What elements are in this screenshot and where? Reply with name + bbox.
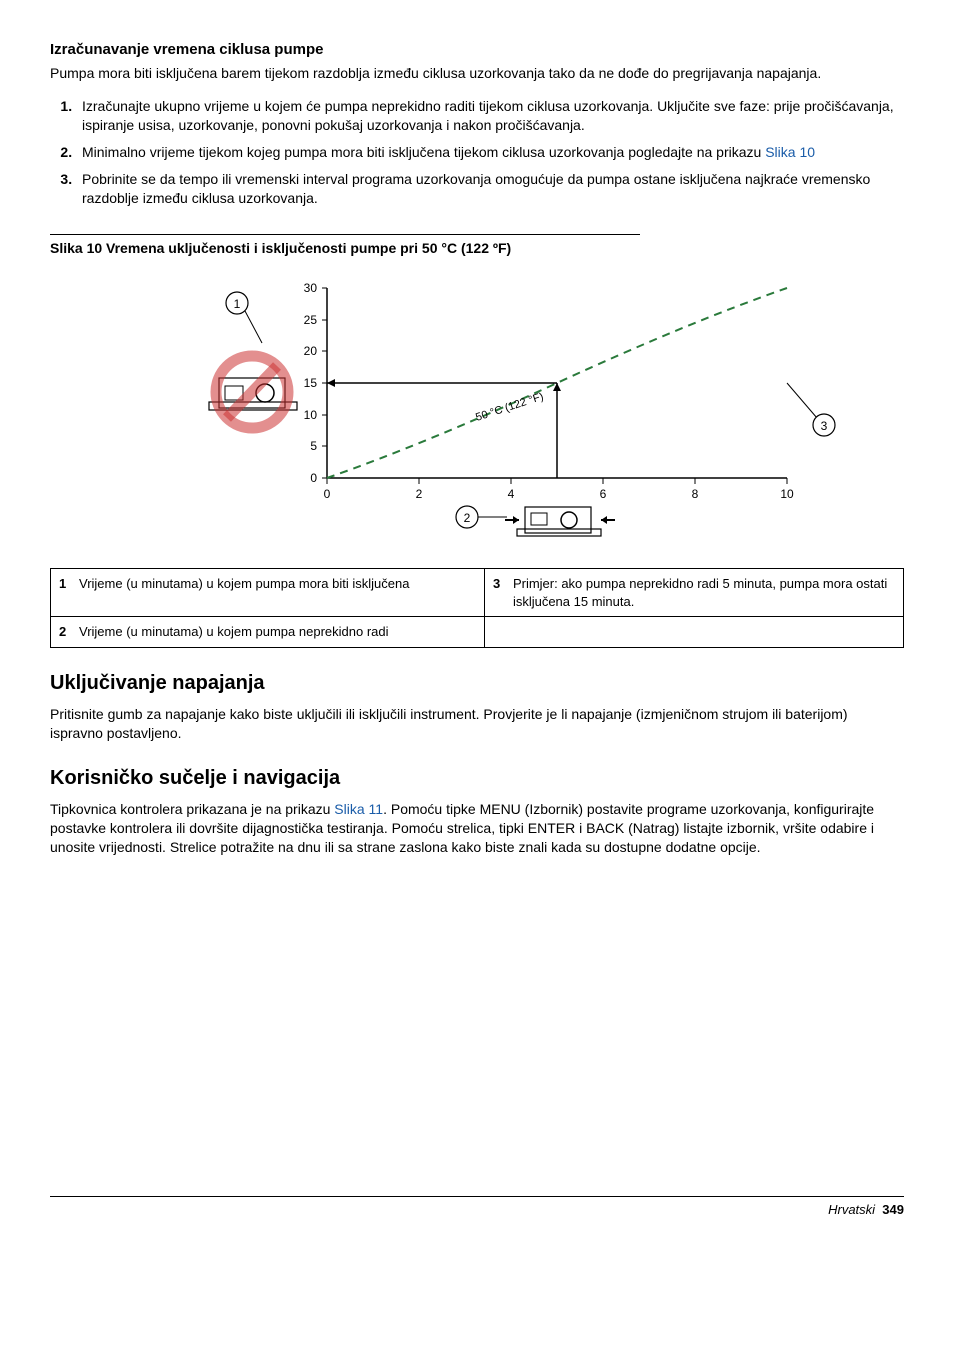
step-3: Pobrinite se da tempo ili vremenski inte…: [76, 170, 904, 208]
svg-text:0: 0: [310, 471, 317, 485]
svg-text:30: 30: [304, 281, 318, 295]
footer-lang: Hrvatski: [828, 1202, 875, 1217]
svg-text:3: 3: [821, 419, 828, 433]
legend-3-text: Primjer: ako pumpa neprekidno radi 5 min…: [509, 569, 904, 617]
svg-text:25: 25: [304, 313, 318, 327]
svg-text:8: 8: [692, 487, 699, 501]
section3-body-pre: Tipkovnica kontrolera prikazana je na pr…: [50, 801, 334, 817]
svg-text:4: 4: [508, 487, 515, 501]
figure10-legend: 1 Vrijeme (u minutama) u kojem pumpa mor…: [50, 568, 904, 648]
svg-text:50 °C (122 °F): 50 °C (122 °F): [474, 391, 545, 424]
link-slika-10[interactable]: Slika 10: [765, 144, 815, 160]
chart-svg: 0 5 10 15 20 25 30 0 2 4 6 8 10 50 °C (1…: [117, 273, 837, 553]
legend-empty-num: [484, 617, 509, 648]
figure10-caption: Slika 10 Vremena uključenosti i isključe…: [50, 234, 640, 258]
svg-text:6: 6: [600, 487, 607, 501]
section3-body: Tipkovnica kontrolera prikazana je na pr…: [50, 800, 904, 857]
svg-text:2: 2: [464, 511, 471, 525]
footer-page: 349: [882, 1202, 904, 1217]
step-1: Izračunajte ukupno vrijeme u kojem će pu…: [76, 97, 904, 135]
svg-text:10: 10: [304, 408, 318, 422]
step-2-text: Minimalno vrijeme tijekom kojeg pumpa mo…: [82, 144, 765, 160]
section2-title: Uključivanje napajanja: [50, 670, 904, 697]
legend-2-num: 2: [51, 617, 76, 648]
legend-1-text: Vrijeme (u minutama) u kojem pumpa mora …: [75, 569, 484, 617]
svg-text:0: 0: [324, 487, 331, 501]
svg-text:5: 5: [310, 439, 317, 453]
legend-3-num: 3: [484, 569, 509, 617]
section3-title: Korisničko sučelje i navigacija: [50, 765, 904, 792]
page-footer: Hrvatski 349: [50, 1196, 904, 1219]
legend-2-text: Vrijeme (u minutama) u kojem pumpa nepre…: [75, 617, 484, 648]
figure10-chart: 0 5 10 15 20 25 30 0 2 4 6 8 10 50 °C (1…: [50, 273, 904, 558]
legend-empty-text: [509, 617, 904, 648]
svg-text:10: 10: [780, 487, 794, 501]
legend-1-num: 1: [51, 569, 76, 617]
step-2: Minimalno vrijeme tijekom kojeg pumpa mo…: [76, 143, 904, 162]
link-slika-11[interactable]: Slika 11: [334, 801, 383, 817]
section1-title: Izračunavanje vremena ciklusa pumpe: [50, 40, 904, 60]
section1-steps: Izračunajte ukupno vrijeme u kojem će pu…: [50, 97, 904, 207]
svg-text:15: 15: [304, 376, 318, 390]
svg-text:1: 1: [234, 297, 241, 311]
section1-intro: Pumpa mora biti isključena barem tijekom…: [50, 64, 904, 83]
svg-text:20: 20: [304, 344, 318, 358]
svg-text:2: 2: [416, 487, 423, 501]
section2-body: Pritisnite gumb za napajanje kako biste …: [50, 705, 904, 743]
